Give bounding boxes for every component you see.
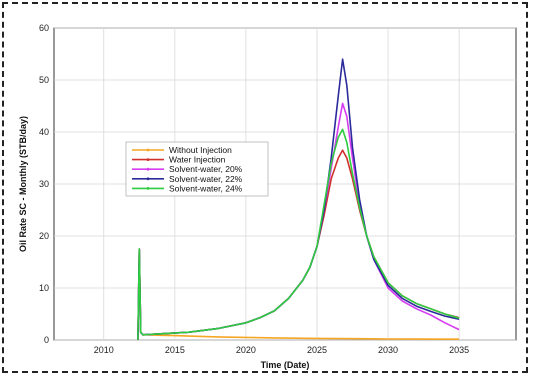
x-tick-label: 2015 [165,345,185,355]
legend-marker [146,158,150,162]
x-tick-label: 2030 [378,345,398,355]
x-tick-label: 2020 [236,345,256,355]
x-tick-label: 2025 [307,345,327,355]
y-tick-label: 30 [39,179,49,189]
legend-entry: Solvent-water, 24% [169,183,243,193]
chart-frame: 2010 2015 2020 2025 2030 2035 0 10 20 30 40 50 60 T… [2,2,528,373]
y-tick-label: 60 [39,23,49,33]
legend-marker [146,187,150,190]
series-line-5 [137,128,460,341]
x-axis-label: Time (Date) [261,360,310,370]
legend-entry: Solvent-water, 20% [169,164,243,174]
y-axis-label: Oil Rate SC - Monthly (STB/day) [18,116,28,252]
legend-marker [146,148,150,152]
y-axis-ticks: 0 10 20 30 40 50 60 [39,23,49,345]
y-tick-label: 20 [39,231,49,241]
legend-entry: Solvent-water, 22% [169,174,243,184]
x-axis-ticks: 2010 2015 2020 2025 2030 2035 [94,345,469,355]
y-tick-label: 10 [39,283,49,293]
y-tick-label: 40 [39,127,49,137]
x-tick-label: 2010 [94,345,114,355]
y-tick-label: 50 [39,75,49,85]
legend-marker [146,177,150,181]
legend-entry: Water Injection [169,155,226,165]
series-layer [137,58,460,341]
y-tick-label: 0 [44,335,49,345]
legend-entry: Without Injection [169,145,232,155]
x-tick-label: 2035 [449,345,469,355]
legend-marker [146,167,150,171]
